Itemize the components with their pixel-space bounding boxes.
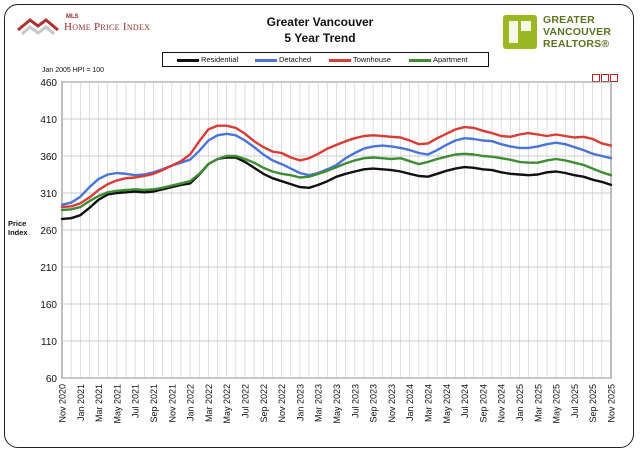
x-tick-label: Nov 2023 bbox=[387, 384, 397, 423]
series-line-townhouse bbox=[60, 124, 613, 209]
x-tick-label: Sep 2021 bbox=[149, 384, 159, 423]
x-tick-label: Jul 2023 bbox=[350, 384, 360, 418]
gvr-logo-mark bbox=[503, 15, 537, 49]
chart-title: Greater Vancouver 5 Year Trend bbox=[220, 14, 420, 46]
chart-legend: Residential Detached Townhouse Apartment bbox=[162, 52, 489, 67]
y-tick-label: 110 bbox=[41, 337, 57, 348]
mls-brand-label: Home Price Index bbox=[64, 21, 151, 33]
legend-swatch-detached bbox=[255, 58, 277, 62]
gvr-line-3: REALTORS® bbox=[543, 38, 610, 50]
x-tick-label: Jan 2024 bbox=[405, 384, 415, 421]
x-tick-label: Nov 2024 bbox=[497, 384, 507, 423]
x-tick-label: Nov 2020 bbox=[58, 384, 68, 423]
x-tick-label: Mar 2025 bbox=[533, 384, 543, 422]
legend-swatch-apartment bbox=[409, 58, 431, 62]
y-tick-label: 260 bbox=[40, 226, 57, 237]
x-tick-label: Sep 2022 bbox=[259, 384, 269, 423]
x-tick-label: Nov 2021 bbox=[167, 384, 177, 423]
gvr-wordmark: GREATER VANCOUVER REALTORS® bbox=[543, 14, 611, 50]
x-tick-label: Mar 2022 bbox=[204, 384, 214, 422]
y-title-line-2: Index bbox=[8, 228, 28, 237]
gvr-line-2: VANCOUVER bbox=[543, 26, 612, 38]
gvr-line-1: GREATER bbox=[543, 14, 595, 26]
title-line-2: 5 Year Trend bbox=[284, 31, 356, 45]
x-tick-label: May 2024 bbox=[442, 384, 452, 424]
x-tick-label: May 2023 bbox=[332, 384, 342, 424]
legend-item-townhouse: Townhouse bbox=[329, 55, 391, 64]
x-tick-label: Jul 2024 bbox=[460, 384, 470, 418]
y-tick-label: 310 bbox=[40, 189, 57, 200]
series-line-apartment bbox=[60, 152, 613, 212]
x-tick-label: Sep 2023 bbox=[369, 384, 379, 423]
title-line-1: Greater Vancouver bbox=[266, 15, 374, 29]
x-tick-label: Jul 2022 bbox=[241, 384, 251, 418]
legend-item-apartment: Apartment bbox=[409, 55, 468, 64]
x-tick-label: Mar 2023 bbox=[314, 384, 324, 422]
legend-swatch-residential bbox=[177, 58, 199, 62]
house-roof-icon bbox=[17, 18, 59, 36]
x-tick-label: Mar 2024 bbox=[424, 384, 434, 422]
x-tick-label: Nov 2022 bbox=[277, 384, 287, 423]
x-tick-label: May 2021 bbox=[112, 384, 122, 424]
y-tick-label: 410 bbox=[40, 115, 57, 126]
x-tick-label: Mar 2021 bbox=[94, 384, 104, 422]
mls-small-label: MLS bbox=[66, 14, 79, 20]
x-tick-label: Sep 2024 bbox=[478, 384, 488, 423]
series-line-detached bbox=[60, 132, 613, 207]
x-tick-label: Jan 2025 bbox=[515, 384, 525, 421]
gvr-mark-icon bbox=[509, 21, 531, 43]
x-tick-label: Jan 2023 bbox=[295, 384, 305, 421]
y-tick-label: 160 bbox=[40, 300, 57, 311]
x-tick-label: Nov 2025 bbox=[607, 384, 617, 423]
hpi-base-note: Jan 2005 HPI = 100 bbox=[42, 67, 105, 74]
legend-item-residential: Residential bbox=[177, 55, 238, 64]
x-tick-label: Jul 2021 bbox=[131, 384, 141, 418]
legend-item-detached: Detached bbox=[255, 55, 311, 64]
y-title-line-1: Price bbox=[8, 219, 27, 228]
legend-label-residential: Residential bbox=[201, 55, 239, 64]
x-tick-label: May 2025 bbox=[552, 384, 562, 424]
gvr-logo: GREATER VANCOUVER REALTORS® bbox=[503, 12, 628, 54]
y-tick-label: 210 bbox=[40, 263, 57, 274]
legend-swatch-townhouse bbox=[329, 58, 351, 62]
x-tick-label: May 2022 bbox=[222, 384, 232, 424]
x-tick-label: Jul 2025 bbox=[570, 384, 580, 418]
y-axis-title: Price Index bbox=[8, 219, 28, 237]
x-tick-label: Sep 2025 bbox=[588, 384, 598, 423]
y-tick-label: 460 bbox=[40, 78, 57, 89]
legend-label-detached: Detached bbox=[279, 55, 312, 64]
y-tick-label: 60 bbox=[46, 374, 58, 385]
y-tick-label: 360 bbox=[40, 152, 57, 163]
x-tick-label: Jan 2021 bbox=[76, 384, 86, 421]
x-tick-label: Jan 2022 bbox=[186, 384, 196, 421]
legend-label-townhouse: Townhouse bbox=[353, 55, 391, 64]
series-line-residential bbox=[60, 156, 613, 221]
legend-label-apartment: Apartment bbox=[433, 55, 468, 64]
mls-hpi-logo: MLS Home Price Index bbox=[16, 14, 176, 40]
board-logo-icon bbox=[610, 74, 618, 82]
